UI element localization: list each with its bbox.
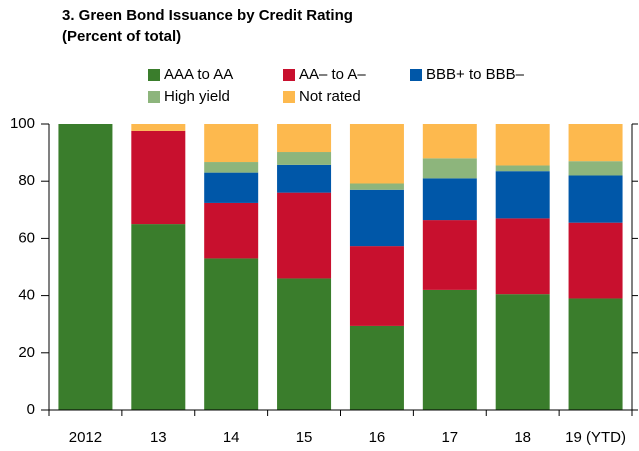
bar-segment xyxy=(568,175,623,223)
bar-segment xyxy=(131,130,186,225)
bar-segment xyxy=(349,124,404,184)
bar-segment xyxy=(495,165,550,172)
legend-label: Not rated xyxy=(299,88,361,105)
bar-segment xyxy=(204,202,259,259)
bar-segment xyxy=(204,172,259,203)
legend-label: High yield xyxy=(164,88,230,105)
bar-segment xyxy=(131,224,186,410)
x-tick-label: 15 xyxy=(296,429,313,446)
legend-swatch xyxy=(148,69,160,81)
chart-subtitle: (Percent of total) xyxy=(62,28,181,45)
x-tick-label: 2012 xyxy=(69,429,102,446)
bar-segment xyxy=(131,124,186,131)
bar-segment xyxy=(422,289,477,410)
legend-label: BBB+ to BBB– xyxy=(426,66,525,83)
chart-title: 3. Green Bond Issuance by Credit Rating xyxy=(62,7,353,24)
bar-segment xyxy=(422,220,477,290)
x-tick-label: 13 xyxy=(150,429,167,446)
bar-segment xyxy=(277,278,332,410)
x-tick-label: 17 xyxy=(441,429,458,446)
bar-segment xyxy=(495,294,550,410)
bar-segment xyxy=(277,192,332,279)
y-tick-label: 20 xyxy=(18,344,35,361)
legend-label: AAA to AA xyxy=(164,66,233,83)
x-tick-label: 18 xyxy=(514,429,531,446)
bar-segment xyxy=(58,124,113,410)
bar-segment xyxy=(422,124,477,159)
bar-segment xyxy=(422,178,477,221)
bar-segment xyxy=(204,124,259,163)
bar-segment xyxy=(349,246,404,326)
bar-segment xyxy=(495,124,550,166)
bar-segment xyxy=(568,124,623,162)
bar-segment xyxy=(349,325,404,410)
bar-segment xyxy=(422,158,477,179)
bar-segment xyxy=(277,152,332,165)
bar-segment xyxy=(277,164,332,193)
legend-swatch xyxy=(410,69,422,81)
y-tick-label: 80 xyxy=(18,172,35,189)
bar-segment xyxy=(204,258,259,410)
bar-segment xyxy=(349,189,404,247)
legend-swatch xyxy=(283,69,295,81)
bar-segment xyxy=(277,124,332,153)
bar-segment xyxy=(495,171,550,219)
y-tick-label: 100 xyxy=(10,115,35,132)
x-tick-label: 16 xyxy=(369,429,386,446)
bar-segment xyxy=(568,298,623,410)
y-tick-label: 40 xyxy=(18,287,35,304)
legend-label: AA– to A– xyxy=(299,66,366,83)
y-tick-label: 0 xyxy=(27,401,35,418)
bar-segment xyxy=(349,183,404,190)
legend-swatch xyxy=(148,91,160,103)
legend-swatch xyxy=(283,91,295,103)
y-tick-label: 60 xyxy=(18,229,35,246)
bar-segment xyxy=(568,222,623,299)
bar-segment xyxy=(204,162,259,173)
bar-segment xyxy=(568,161,623,176)
x-tick-label: 14 xyxy=(223,429,240,446)
x-tick-label: 19 (YTD) xyxy=(565,429,626,446)
bar-segment xyxy=(495,218,550,295)
